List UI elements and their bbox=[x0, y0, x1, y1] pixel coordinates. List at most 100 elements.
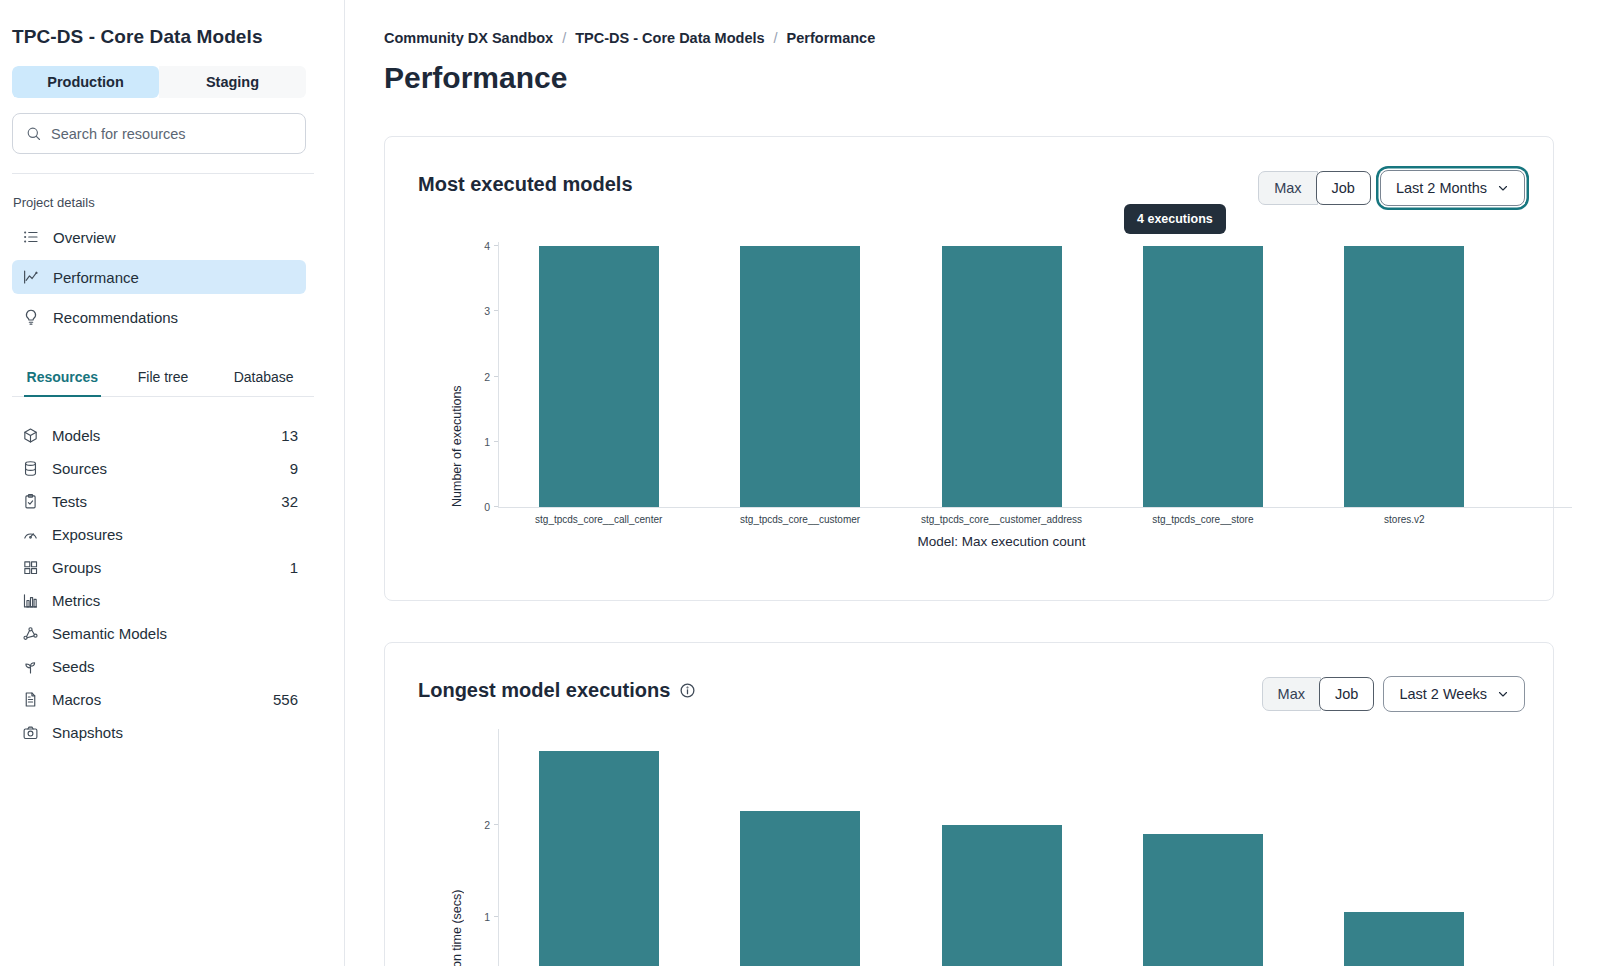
chart-plot-area: Execution time (secs) 12 bbox=[498, 733, 1505, 966]
trend-line-icon bbox=[22, 268, 40, 286]
breadcrumb-link-project[interactable]: TPC-DS - Core Data Models bbox=[575, 30, 764, 46]
x-tick-label: stores.v2 bbox=[1384, 514, 1425, 525]
search-input[interactable] bbox=[51, 126, 293, 142]
resource-row-groups[interactable]: Groups 1 bbox=[12, 551, 300, 584]
bar-slot: stg_tpcds_core__customer_address bbox=[901, 246, 1102, 507]
breadcrumb-separator: / bbox=[562, 30, 566, 46]
x-axis-line bbox=[498, 507, 1572, 508]
resource-list: Models 13 Sources 9 Tests 32 Exposures G… bbox=[12, 419, 328, 749]
date-range-label: Last 2 Months bbox=[1396, 180, 1487, 196]
chart-controls: Max Job Last 2 Months bbox=[1258, 170, 1525, 206]
bar[interactable] bbox=[539, 246, 659, 507]
bar[interactable] bbox=[1143, 834, 1263, 966]
gauge-icon bbox=[22, 526, 39, 543]
resource-row-exposures[interactable]: Exposures bbox=[12, 518, 300, 551]
y-tick-mark bbox=[494, 506, 498, 507]
bar-chart-longest-executions: Execution time (secs) 12 bbox=[498, 733, 1553, 966]
sidebar-item-label: Recommendations bbox=[53, 309, 178, 326]
cube-icon bbox=[22, 427, 39, 444]
env-tab-production[interactable]: Production bbox=[12, 66, 159, 98]
x-tick-label: stg_tpcds_core__customer_address bbox=[921, 514, 1082, 525]
y-tick-label: 1 bbox=[472, 436, 490, 448]
bar[interactable] bbox=[740, 811, 860, 966]
sidebar-divider bbox=[12, 173, 314, 174]
breadcrumb-link-account[interactable]: Community DX Sandbox bbox=[384, 30, 553, 46]
resource-row-tests[interactable]: Tests 32 bbox=[12, 485, 300, 518]
y-tick-mark bbox=[494, 310, 498, 311]
bar[interactable] bbox=[539, 751, 659, 966]
bar[interactable] bbox=[1344, 912, 1464, 966]
y-tick-mark bbox=[494, 916, 498, 917]
sidebar: TPC-DS - Core Data Models Production Sta… bbox=[0, 0, 345, 966]
bar[interactable] bbox=[1143, 246, 1263, 507]
bar[interactable] bbox=[740, 246, 860, 507]
segment-job-button[interactable]: Job bbox=[1319, 677, 1374, 711]
bars-container: stg_tpcds_core__call_centerstg_tpcds_cor… bbox=[498, 246, 1505, 507]
sidebar-item-label: Overview bbox=[53, 229, 116, 246]
search-icon bbox=[25, 125, 42, 142]
list-icon bbox=[22, 228, 40, 246]
camera-icon bbox=[22, 724, 39, 741]
tab-resources[interactable]: Resources bbox=[12, 360, 113, 396]
bar-chart-icon bbox=[22, 592, 39, 609]
project-title: TPC-DS - Core Data Models bbox=[12, 26, 328, 48]
app-window: TPC-DS - Core Data Models Production Sta… bbox=[0, 0, 1621, 966]
sidebar-item-performance[interactable]: Performance bbox=[12, 260, 306, 294]
sidebar-item-overview[interactable]: Overview bbox=[12, 220, 306, 254]
x-tick-label: stg_tpcds_core__store bbox=[1152, 514, 1253, 525]
resource-count: 32 bbox=[281, 493, 298, 510]
date-range-dropdown[interactable]: Last 2 Months bbox=[1380, 170, 1525, 206]
x-tick-label: stg_tpcds_core__call_center bbox=[535, 514, 662, 525]
bar-slot: stg_tpcds_core__customer bbox=[699, 246, 900, 507]
file-icon bbox=[22, 691, 39, 708]
resource-label: Metrics bbox=[52, 592, 100, 609]
resource-row-sources[interactable]: Sources 9 bbox=[12, 452, 300, 485]
bar-slot: stg_tpcds_core__call_center bbox=[498, 246, 699, 507]
resource-label: Groups bbox=[52, 559, 101, 576]
segment-max-button[interactable]: Max bbox=[1258, 171, 1317, 205]
bar[interactable] bbox=[942, 246, 1062, 507]
segment-job-button[interactable]: Job bbox=[1316, 171, 1371, 205]
main-content: Community DX Sandbox / TPC-DS - Core Dat… bbox=[345, 0, 1621, 966]
date-range-dropdown[interactable]: Last 2 Weeks bbox=[1383, 676, 1525, 712]
breadcrumb: Community DX Sandbox / TPC-DS - Core Dat… bbox=[384, 30, 1621, 46]
resource-row-models[interactable]: Models 13 bbox=[12, 419, 300, 452]
bar[interactable] bbox=[1344, 246, 1464, 507]
chart-title: Longest model executions bbox=[418, 679, 670, 702]
resource-row-semantic-models[interactable]: Semantic Models bbox=[12, 617, 300, 650]
resource-label: Tests bbox=[52, 493, 87, 510]
y-tick-mark bbox=[494, 245, 498, 246]
page-title: Performance bbox=[384, 60, 1621, 96]
bar[interactable] bbox=[942, 825, 1062, 966]
info-icon[interactable] bbox=[679, 682, 696, 699]
database-icon bbox=[22, 460, 39, 477]
lightbulb-icon bbox=[22, 308, 40, 326]
tab-file-tree[interactable]: File tree bbox=[113, 360, 214, 396]
resource-count: 1 bbox=[290, 559, 298, 576]
project-details-label: Project details bbox=[13, 195, 328, 210]
resource-label: Sources bbox=[52, 460, 107, 477]
resource-row-seeds[interactable]: Seeds bbox=[12, 650, 300, 683]
chevron-down-icon bbox=[1497, 688, 1509, 700]
bar-slot bbox=[498, 733, 699, 966]
search-box[interactable] bbox=[12, 113, 306, 154]
y-tick-mark bbox=[494, 376, 498, 377]
chevron-down-icon bbox=[1497, 182, 1509, 194]
bar-slot bbox=[1102, 733, 1303, 966]
sprout-icon bbox=[22, 658, 39, 675]
resource-row-macros[interactable]: Macros 556 bbox=[12, 683, 300, 716]
card-header: Longest model executions Max Job Last 2 … bbox=[385, 643, 1553, 712]
resource-row-metrics[interactable]: Metrics bbox=[12, 584, 300, 617]
x-axis-title: Model: Max execution count bbox=[498, 534, 1505, 549]
y-tick-label: 1 bbox=[472, 911, 490, 923]
segment-max-button[interactable]: Max bbox=[1262, 677, 1321, 711]
chart-plot-area: Number of executions stg_tpcds_core__cal… bbox=[498, 246, 1505, 507]
bar-slot bbox=[901, 733, 1102, 966]
sidebar-item-recommendations[interactable]: Recommendations bbox=[12, 300, 306, 334]
y-tick-label: 4 bbox=[472, 240, 490, 252]
x-tick-label: stg_tpcds_core__customer bbox=[740, 514, 860, 525]
tab-database[interactable]: Database bbox=[213, 360, 314, 396]
env-tab-staging[interactable]: Staging bbox=[159, 66, 306, 98]
resource-row-snapshots[interactable]: Snapshots bbox=[12, 716, 300, 749]
y-tick-label: 2 bbox=[472, 371, 490, 383]
